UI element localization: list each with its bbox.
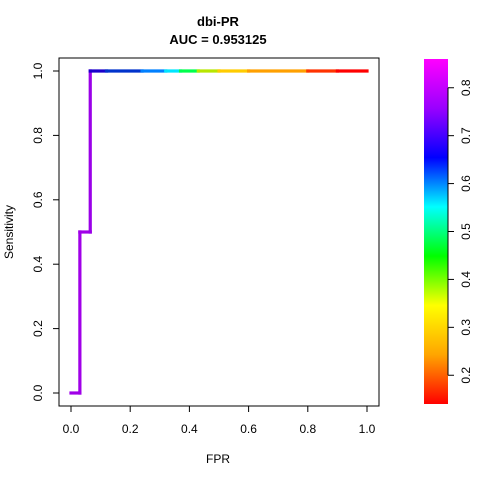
- y-tick-label: 0.4: [31, 256, 45, 273]
- y-axis-label: Sensitivity: [2, 205, 16, 259]
- x-tick-label: 0.8: [299, 422, 316, 436]
- y-tick-label: 0.6: [31, 191, 45, 208]
- x-axis-label: FPR: [206, 452, 230, 466]
- x-tick-label: 0.4: [181, 422, 198, 436]
- chart-title: dbi-PR: [197, 14, 239, 29]
- colorbar-axis: 0.2 0.3 0.4 0.5 0.6 0.7 0.8: [448, 79, 473, 384]
- y-tick-label: 0.0: [31, 384, 45, 401]
- colorbar-tick-label: 0.5: [459, 223, 473, 240]
- colorbar-tick-label: 0.8: [459, 79, 473, 96]
- colorbar-tick-label: 0.7: [459, 127, 473, 144]
- x-axis: 0.0 0.2 0.4 0.6 0.8 1.0: [63, 406, 376, 436]
- colorbar-tick-label: 0.3: [459, 319, 473, 336]
- colorbar-tick-label: 0.2: [459, 367, 473, 384]
- colorbar-tick-label: 0.6: [459, 175, 473, 192]
- x-tick-label: 0.2: [122, 422, 139, 436]
- y-axis: 0.0 0.2 0.4 0.6 0.8 1.0: [31, 62, 59, 401]
- colorbar: [424, 59, 448, 404]
- plot-frame: [59, 58, 379, 406]
- y-tick-label: 0.8: [31, 127, 45, 144]
- colorbar-tick-label: 0.4: [459, 271, 473, 288]
- x-tick-label: 0.6: [240, 422, 257, 436]
- y-tick-label: 0.2: [31, 320, 45, 337]
- y-tick-label: 1.0: [31, 62, 45, 79]
- roc-curve: [71, 71, 367, 393]
- x-tick-label: 0.0: [63, 422, 80, 436]
- chart-subtitle: AUC = 0.953125: [169, 32, 266, 47]
- x-tick-label: 1.0: [359, 422, 376, 436]
